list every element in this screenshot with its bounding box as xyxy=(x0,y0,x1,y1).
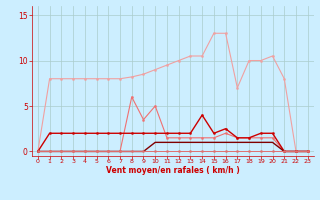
X-axis label: Vent moyen/en rafales ( km/h ): Vent moyen/en rafales ( km/h ) xyxy=(106,166,240,175)
